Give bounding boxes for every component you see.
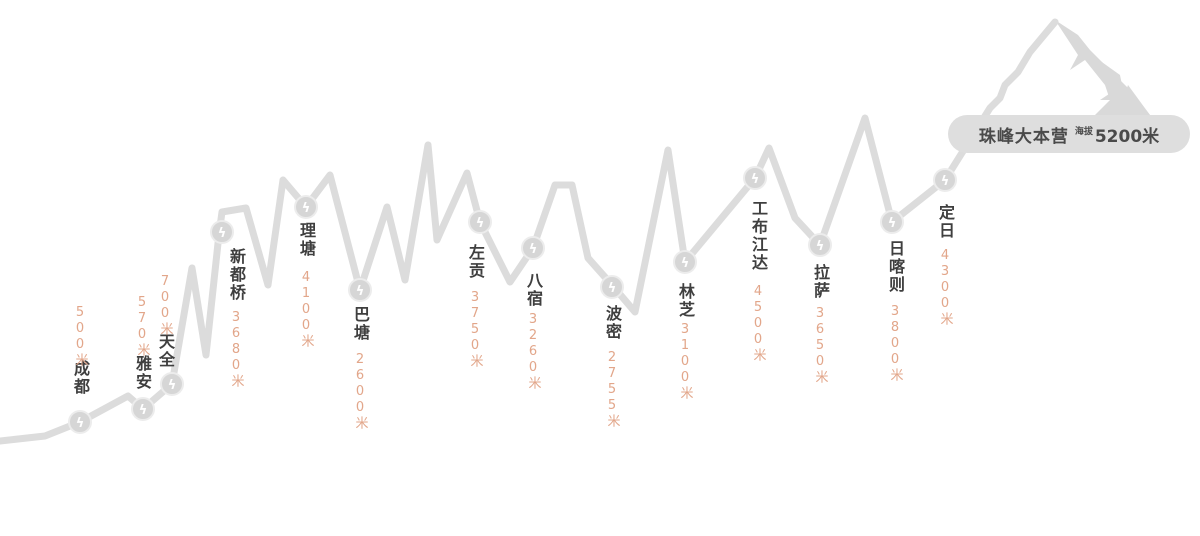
lightning-icon: ϟ (888, 216, 897, 231)
stop-name: 巴塘 (351, 306, 370, 342)
stop-elevation: 3680米 (228, 310, 244, 388)
stop-name: 成都 (71, 360, 90, 396)
lightning-icon: ϟ (751, 172, 760, 187)
stop-name: 左贡 (466, 244, 485, 280)
lightning-icon: ϟ (302, 201, 311, 216)
lightning-icon: ϟ (681, 256, 690, 271)
stop-marker (68, 410, 92, 434)
lightning-icon: ϟ (608, 281, 617, 296)
destination-name: 珠峰大本营 (978, 126, 1069, 147)
lightning-icon: ϟ (168, 378, 177, 393)
destination-elevation: 5200米 (1094, 126, 1160, 147)
stop-marker (743, 166, 767, 190)
stop-elevation: 3650米 (812, 306, 828, 384)
stop-name: 日喀则 (886, 240, 905, 294)
stop-marker (933, 168, 957, 192)
stop-name: 雅安 (133, 355, 152, 391)
stop-elevation: 2600米 (352, 352, 368, 430)
stop-elevation: 700米 (157, 274, 173, 336)
stop-marker (294, 195, 318, 219)
lightning-icon: ϟ (356, 284, 365, 299)
stop-marker (521, 236, 545, 260)
stop-elevation: 3260米 (525, 312, 541, 390)
stop-marker (808, 233, 832, 257)
stop-marker (468, 210, 492, 234)
stop-elevation: 2755米 (604, 350, 620, 428)
stop-name: 工布江达 (749, 200, 768, 272)
mountain-icon (1092, 55, 1125, 100)
lightning-icon: ϟ (529, 242, 538, 257)
stop-elevation: 3100米 (677, 322, 693, 400)
lightning-icon: ϟ (218, 226, 227, 241)
route-line (0, 18, 1059, 445)
stop-marker (880, 210, 904, 234)
mountain-icon (1118, 85, 1150, 115)
lightning-icon: ϟ (816, 239, 825, 254)
stop-marker (348, 278, 372, 302)
lightning-icon: ϟ (76, 416, 85, 431)
stop-elevation: 4300米 (937, 248, 953, 326)
stop-marker (160, 372, 184, 396)
destination-badge: 珠峰大本营 海拔 5200米 (948, 115, 1190, 153)
altitude-label: 海拔 (1074, 127, 1093, 137)
stop-elevation: 4500米 (750, 284, 766, 362)
stop-name: 林芝 (676, 283, 695, 319)
stop-name: 天全 (156, 333, 175, 369)
stop-elevation: 3800米 (887, 304, 903, 382)
stop-elevation: 4100米 (298, 270, 314, 348)
stop-elevation: 570米 (134, 295, 150, 357)
stop-marker (673, 250, 697, 274)
lightning-icon: ϟ (139, 403, 148, 418)
stop-name: 定日 (936, 204, 955, 240)
lightning-icon: ϟ (476, 216, 485, 231)
stop-name: 理塘 (297, 222, 316, 258)
stop-name: 八宿 (524, 272, 543, 308)
lightning-icon: ϟ (941, 174, 950, 189)
stop-elevation: 500米 (72, 305, 88, 367)
stop-name: 拉萨 (811, 264, 830, 300)
stop-name: 波密 (603, 305, 622, 341)
stop-elevation: 3750米 (467, 290, 483, 368)
stop-name: 新都桥 (227, 248, 246, 302)
stop-marker (131, 397, 155, 421)
stop-marker (210, 220, 234, 244)
stop-marker (600, 275, 624, 299)
